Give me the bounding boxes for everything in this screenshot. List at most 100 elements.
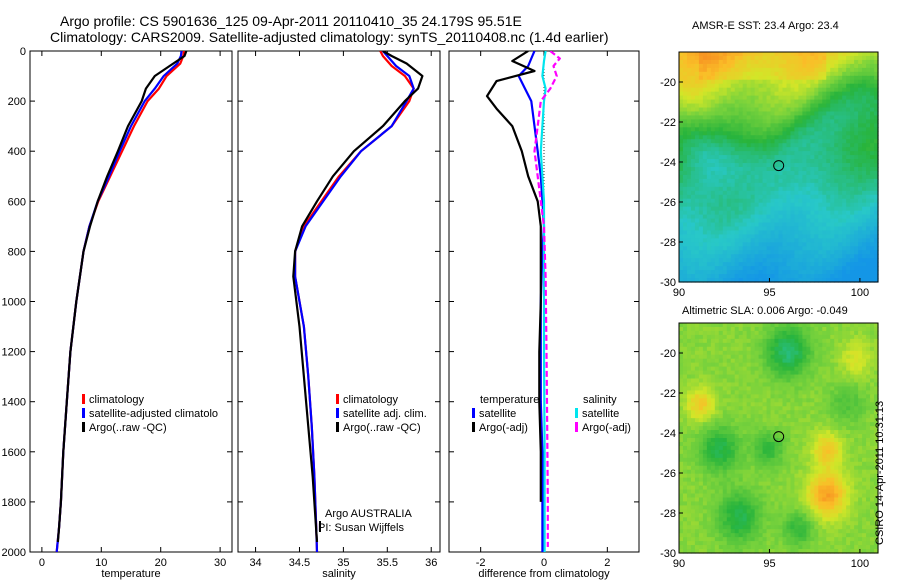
map-cell — [826, 159, 831, 164]
map-cell — [782, 430, 788, 435]
map-cell — [810, 258, 815, 263]
map-cell — [794, 159, 799, 164]
map-cell — [726, 254, 732, 259]
map-cell — [826, 194, 831, 200]
map-cell — [846, 87, 851, 93]
map-cell — [814, 402, 819, 407]
map-cell — [838, 402, 843, 407]
map-cell — [782, 358, 788, 364]
map-cell — [810, 222, 815, 228]
map-cell — [702, 394, 708, 399]
map-cell — [862, 354, 867, 360]
map-cell — [782, 55, 788, 61]
map-cell — [826, 67, 831, 73]
map-cell — [786, 103, 792, 109]
map-cell — [846, 445, 851, 451]
map-cell — [870, 406, 875, 411]
map-cell — [702, 358, 708, 364]
map-cell — [726, 99, 732, 105]
map-cell — [814, 127, 819, 132]
map-cell — [750, 182, 756, 188]
map-cell — [794, 139, 799, 144]
map-cell — [694, 107, 700, 113]
map-cell — [750, 438, 756, 443]
map-cell — [738, 338, 744, 344]
map-cell — [842, 465, 847, 471]
map-cell — [874, 115, 879, 121]
map-cell — [742, 330, 748, 336]
map-cell — [702, 198, 708, 204]
map-cell — [814, 323, 819, 328]
map-cell — [770, 330, 776, 336]
map-cell — [698, 63, 704, 69]
map-cell — [854, 190, 859, 196]
map-cell — [682, 202, 688, 208]
map-cell — [738, 174, 744, 180]
map-cell — [722, 52, 728, 57]
map-cell — [706, 52, 712, 57]
legend-swatch — [575, 422, 578, 432]
map-cell — [858, 210, 863, 216]
map-cell — [694, 382, 700, 388]
map-cell — [802, 206, 807, 212]
map-cell — [702, 246, 708, 251]
map-cell — [862, 362, 867, 368]
map-cell — [778, 67, 784, 73]
map-cell — [834, 210, 839, 216]
map-cell — [854, 366, 859, 372]
map-cell — [830, 278, 835, 283]
map-cell — [722, 270, 728, 275]
map-cell — [750, 266, 756, 271]
map-cell — [710, 410, 716, 415]
map-cell — [734, 354, 740, 360]
map-cell — [798, 103, 803, 109]
map-cell — [690, 326, 696, 332]
map-cell — [782, 410, 788, 415]
map-cell — [782, 234, 788, 239]
map-cell — [826, 83, 831, 89]
map-cell — [874, 426, 879, 431]
map-cell — [858, 182, 863, 188]
map-cell — [850, 441, 855, 447]
map-cell — [838, 163, 843, 168]
map-cell — [758, 334, 764, 340]
map-cell — [690, 234, 696, 239]
map-cell — [826, 378, 831, 384]
map-cell — [846, 174, 851, 180]
map-cell — [786, 346, 792, 352]
map-cell — [758, 139, 764, 144]
map-cell — [734, 453, 740, 459]
map-cell — [850, 127, 855, 132]
map-cell — [770, 115, 776, 121]
map-cell — [734, 55, 740, 61]
map-cell — [806, 135, 811, 140]
map-cell — [682, 270, 688, 275]
map-cell — [830, 95, 835, 101]
map-cell — [790, 254, 796, 259]
map-cell — [679, 99, 684, 105]
map-cell — [730, 449, 736, 455]
map-cell — [690, 182, 696, 188]
map-cell — [794, 115, 799, 121]
map-cell — [802, 378, 807, 384]
map-cell — [682, 222, 688, 228]
map-cell — [798, 422, 803, 427]
map-y-tick-label: -28 — [660, 237, 676, 249]
map-cell — [718, 143, 724, 148]
map-cell — [874, 167, 879, 172]
map-cell — [726, 457, 732, 463]
map-cell — [782, 258, 788, 263]
map-cell — [730, 174, 736, 180]
map-cell — [850, 222, 855, 228]
map-cell — [862, 95, 867, 101]
map-cell — [842, 430, 847, 435]
map-cell — [714, 386, 720, 392]
map-cell — [770, 370, 776, 376]
map-cell — [826, 115, 831, 121]
map-cell — [850, 457, 855, 463]
map-cell — [826, 131, 831, 136]
map-cell — [694, 438, 700, 443]
map-cell — [722, 441, 728, 447]
map-cell — [766, 258, 772, 263]
map-cell — [866, 182, 871, 188]
